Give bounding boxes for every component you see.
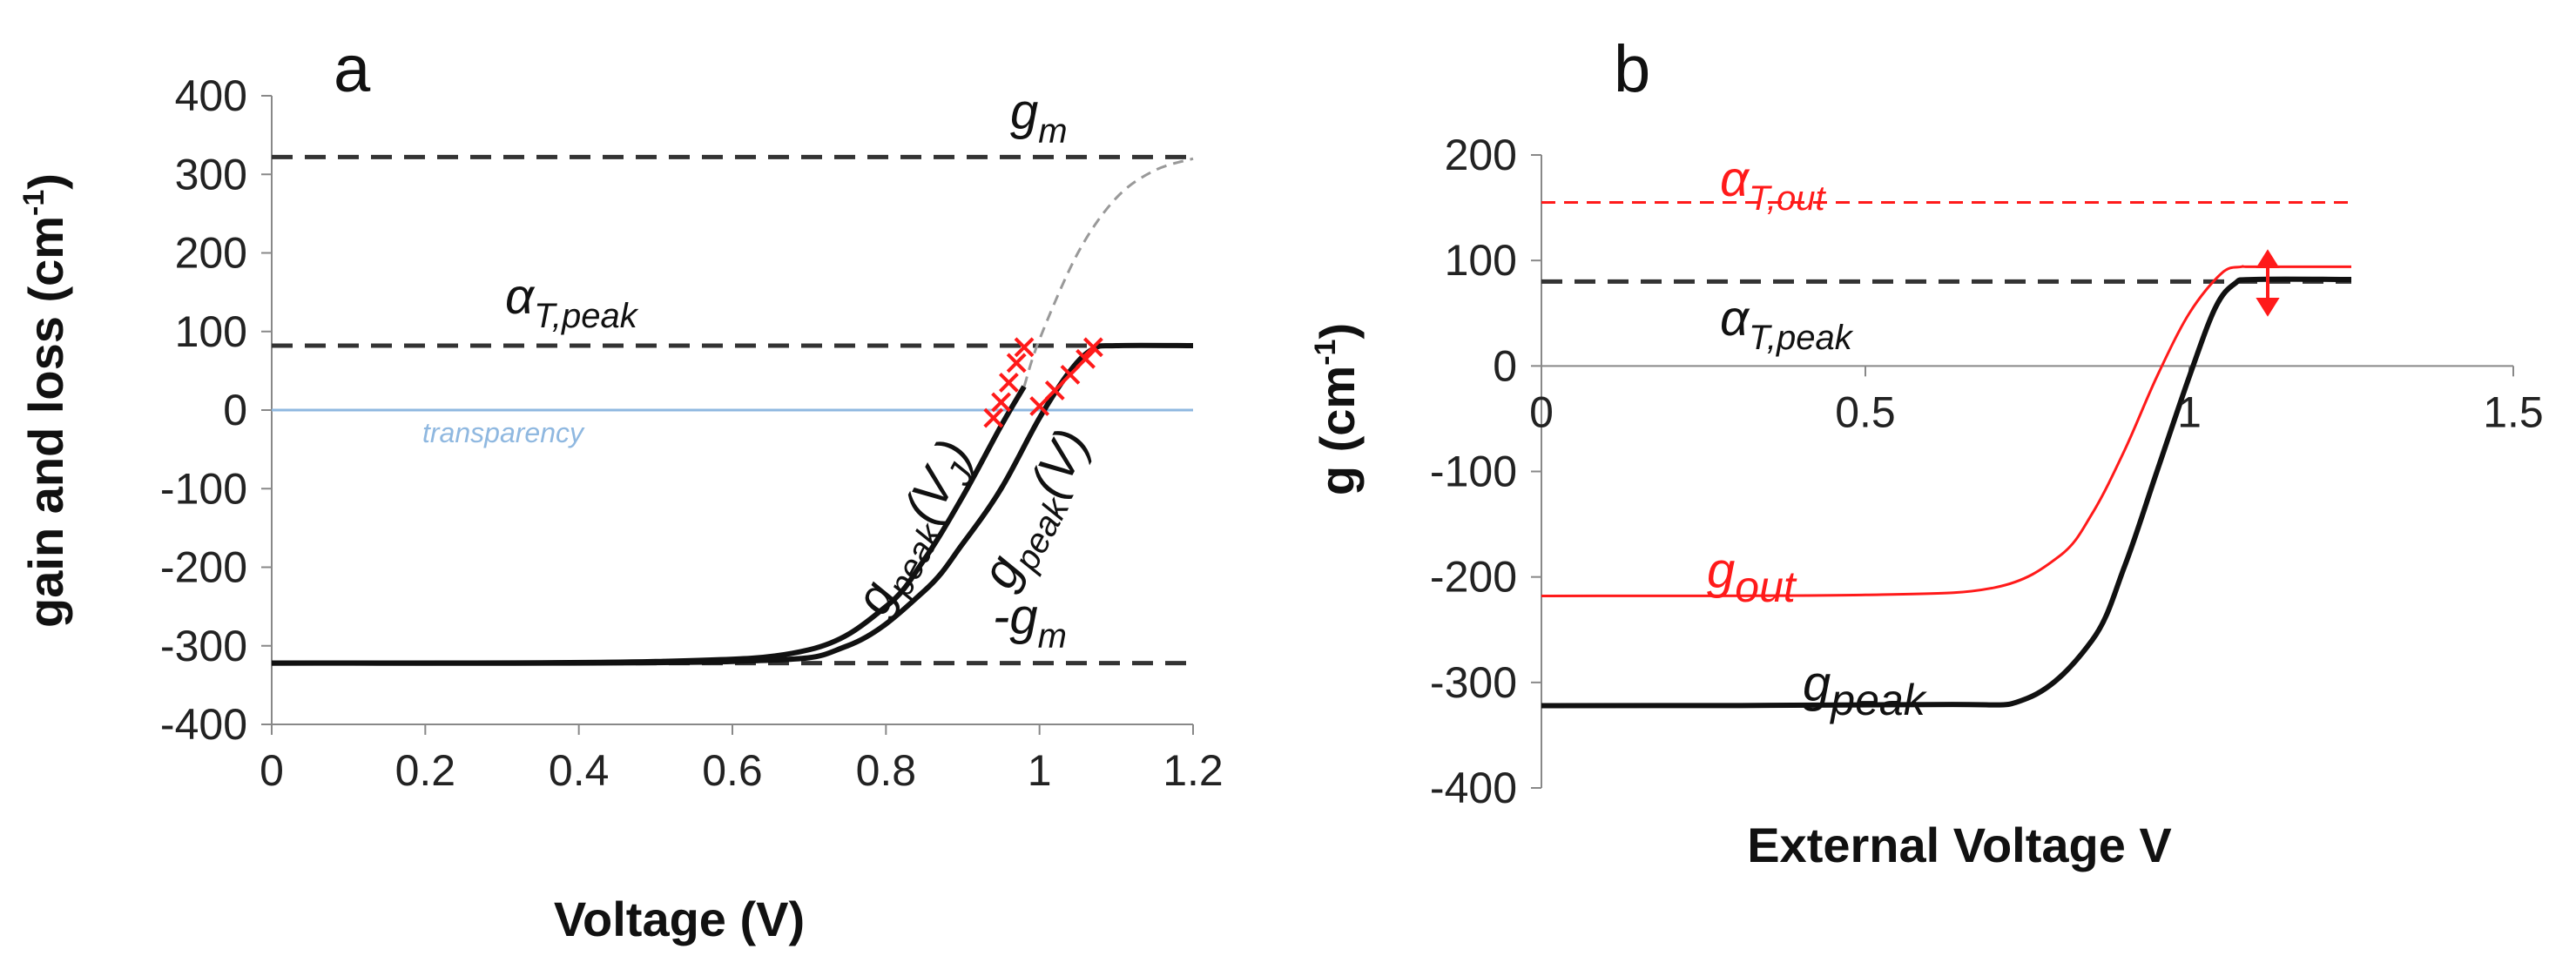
marker-point [1082, 337, 1103, 358]
difference-arrow [2256, 249, 2280, 317]
panel-b-y-tick-label: 200 [1445, 131, 1517, 179]
panel-b-y-tick-label: 0 [1493, 341, 1517, 390]
panel-a-y-tick-label: 300 [175, 150, 247, 199]
panel-b-x-tick-label: 1.5 [2483, 387, 2544, 436]
panel-a-x-tick-label: 0.6 [702, 746, 763, 795]
panel-a-x-title: Voltage (V) [554, 892, 805, 946]
panel-b-y-tick-label: 100 [1445, 236, 1517, 285]
marker-point [1006, 353, 1027, 374]
series-g-peak-v-j- [271, 385, 1027, 666]
panel-a: a -400 -300 -200 -100 0 100 200 300 400 0 0.2 0.4 0.… [17, 32, 1224, 946]
panel-a-y-tick-label: 200 [175, 229, 247, 278]
panel-a-tick-labels: -400 -300 -200 -100 0 100 200 300 400 0 0.2 0.4 0.6 0… [160, 71, 1224, 795]
gout-label: gout [1707, 542, 1797, 611]
panel-b-x-tick-label: 0.5 [1835, 387, 1896, 436]
panel-b-y-tick-label: -300 [1430, 658, 1517, 707]
panel-b-x-tick-label: 0 [1529, 387, 1554, 436]
panel-b-y-title: g (cm-1) [1309, 323, 1365, 495]
panel-a-x-tick-label: 1 [1028, 746, 1052, 795]
series-g-peak-v-j-extension [1022, 157, 1194, 387]
panel-b-y-tick-label: -400 [1430, 764, 1517, 812]
gpeak-vj-label: gpeak(VJ) [844, 431, 990, 628]
panel-a-y-tick-label: -300 [160, 622, 247, 670]
transparency-label: transparency [422, 417, 585, 448]
panel-a-x-tick-label: 1.2 [1163, 746, 1224, 795]
panel-b-axes [1531, 154, 2514, 789]
panel-b-x-tick-label: 1 [2177, 387, 2202, 436]
alpha-t-out-label: αT,out [1720, 151, 1826, 218]
panel-b-y-tick-label: -200 [1430, 553, 1517, 602]
panel-a-y-tick-label: 0 [223, 386, 247, 434]
panel-b-reference-lines [1541, 201, 2351, 284]
panel-a-letter: a [334, 32, 371, 106]
gm-label: gm [1010, 84, 1068, 151]
panel-a-reference-lines [272, 154, 1193, 666]
panel-a-x-tick-label: 0.2 [395, 746, 456, 795]
panel-a-x-tick-label: 0 [260, 746, 284, 795]
panel-a-y-tick-label: 100 [175, 307, 247, 356]
marker-point [1029, 396, 1050, 416]
marker-point [983, 407, 1004, 428]
panel-a-x-tick-label: 0.4 [549, 746, 610, 795]
marker-point [1076, 348, 1096, 369]
panel-a-markers [983, 337, 1103, 428]
alpha-t-peak-label-a: αT,peak [505, 268, 639, 335]
marker-point [991, 392, 1011, 413]
panel-a-x-tick-label: 0.8 [856, 746, 917, 795]
panel-a-y-title: gain and loss (cm-1) [17, 173, 73, 628]
marker-point [1044, 380, 1065, 400]
panel-a-y-tick-label: -400 [160, 700, 247, 749]
panel-b-x-title: External Voltage V [1747, 818, 2172, 872]
panel-a-y-tick-label: -200 [160, 543, 247, 592]
series-g-peak [1541, 276, 2352, 709]
marker-point [998, 372, 1019, 393]
marker-point [1014, 337, 1035, 358]
series-g-out [1541, 265, 2351, 597]
gpeak-label-b: gpeak [1803, 656, 1928, 724]
panel-b-letter: b [1614, 32, 1650, 106]
panel-b-y-tick-label: -100 [1430, 448, 1517, 496]
panel-a-y-tick-label: -100 [160, 464, 247, 513]
alpha-t-peak-label-b: αT,peak [1720, 290, 1854, 357]
marker-point [1060, 364, 1081, 385]
panel-b-series [1541, 265, 2352, 709]
neg-gm-label: -gm [993, 589, 1067, 656]
panel-a-y-tick-label: 400 [175, 71, 247, 120]
